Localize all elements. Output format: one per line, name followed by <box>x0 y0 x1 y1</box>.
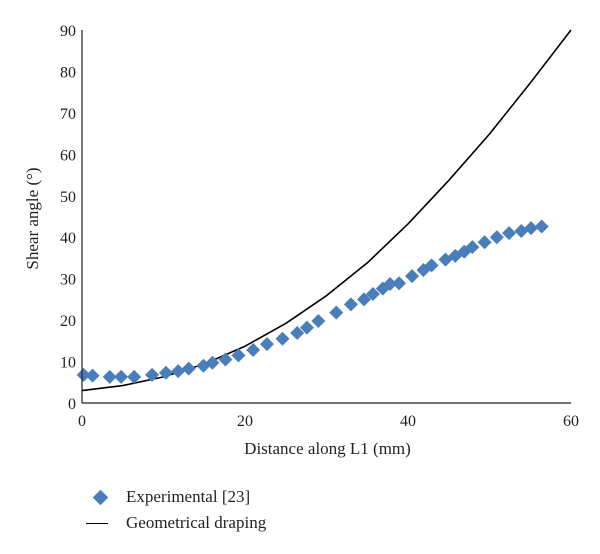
data-point <box>356 292 371 307</box>
y-tick-label: 50 <box>60 189 76 206</box>
data-point <box>502 226 517 241</box>
data-point <box>171 364 186 379</box>
data-point <box>424 258 439 273</box>
data-point <box>85 368 100 383</box>
data-point <box>181 361 196 376</box>
data-point <box>76 367 91 382</box>
data-point <box>365 287 380 302</box>
data-point <box>489 230 504 245</box>
y-tick-label: 10 <box>60 355 76 372</box>
data-point <box>102 369 117 384</box>
data-point <box>524 221 539 236</box>
line-icon <box>86 522 108 524</box>
legend-diamond-marker <box>86 484 118 510</box>
x-tick-label: 60 <box>563 413 579 430</box>
data-point <box>465 240 480 255</box>
y-tick-label: 20 <box>60 313 76 330</box>
y-tick-label: 90 <box>60 23 76 40</box>
legend-label: Experimental [23] <box>126 487 251 506</box>
data-point <box>329 305 344 320</box>
y-tick-label: 60 <box>60 147 76 164</box>
data-point <box>392 276 407 291</box>
data-point <box>383 277 398 292</box>
y-tick-label: 70 <box>60 106 76 123</box>
data-point <box>343 297 358 312</box>
legend-line-marker <box>86 510 118 536</box>
data-point <box>477 235 492 250</box>
legend: Experimental [23] Geometrical draping <box>86 484 266 536</box>
y-tick-label: 0 <box>68 396 76 413</box>
data-point <box>158 365 173 380</box>
x-tick-label: 40 <box>400 413 416 430</box>
data-point <box>246 342 261 357</box>
data-point <box>311 313 326 328</box>
y-tick-labels: 0 10 20 30 40 50 60 70 80 90 <box>60 23 76 413</box>
x-tick-label: 20 <box>237 413 253 430</box>
y-tick-label: 80 <box>60 64 76 81</box>
data-point <box>299 320 314 335</box>
data-point <box>205 355 220 370</box>
y-tick-label: 40 <box>60 230 76 247</box>
data-point <box>290 325 305 340</box>
x-tick-label: 0 <box>78 413 86 430</box>
data-point <box>231 348 246 363</box>
y-axis-title: Shear angle (°) <box>23 167 42 269</box>
legend-item-experimental: Experimental [23] <box>86 484 266 510</box>
data-point <box>127 369 142 384</box>
data-point <box>218 352 233 367</box>
legend-label: Geometrical draping <box>126 513 267 532</box>
data-point <box>145 367 160 382</box>
x-tick-labels: 0 20 40 60 <box>78 413 579 430</box>
axes <box>81 30 571 404</box>
plot-area <box>76 29 572 392</box>
data-point <box>114 369 129 384</box>
data-point <box>534 219 549 234</box>
y-tick-label: 30 <box>60 272 76 289</box>
x-axis-title: Distance along L1 (mm) <box>244 439 411 458</box>
data-point <box>275 331 290 346</box>
legend-item-geometrical: Geometrical draping <box>86 510 266 536</box>
diamond-icon <box>92 489 109 505</box>
data-point <box>405 269 420 284</box>
data-point <box>260 337 275 352</box>
series-line-geometrical-draping <box>81 29 572 392</box>
